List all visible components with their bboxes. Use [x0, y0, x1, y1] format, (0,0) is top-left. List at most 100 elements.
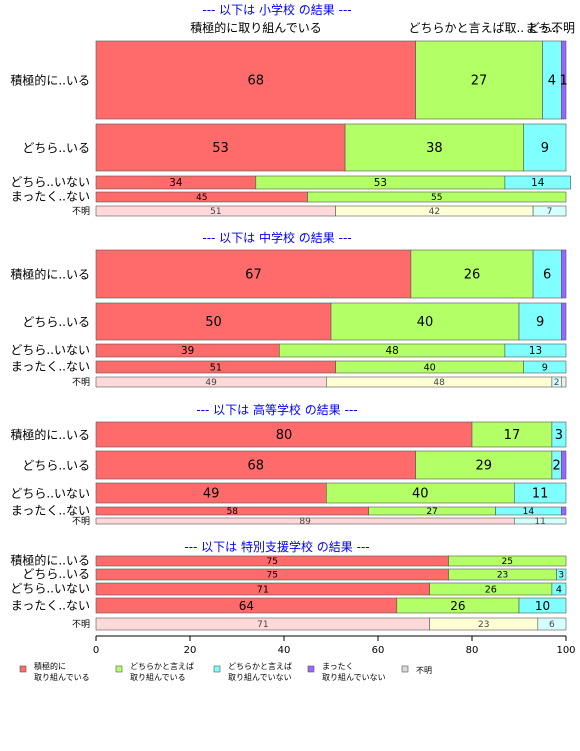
- legend-label: 取り組んでいない: [228, 672, 292, 682]
- bar-segment: [560, 249, 567, 299]
- data-label: 9: [536, 315, 544, 330]
- legend-label: 取り組んでいない: [322, 672, 386, 682]
- panel-title: --- 以下は 中学校 の結果 ---: [202, 230, 351, 245]
- top-column-label: 不明: [551, 21, 575, 35]
- row-label: 不明: [72, 619, 90, 630]
- legend-label: 取り組んでいる: [34, 672, 90, 682]
- x-tick-label: 0: [93, 645, 99, 656]
- data-label: 25: [502, 557, 513, 567]
- data-label: 39: [181, 345, 194, 357]
- data-label: 9: [541, 141, 549, 156]
- panel-title: --- 以下は 小学校 の結果 ---: [202, 2, 351, 17]
- data-label: 10: [535, 599, 550, 613]
- bar-segment: [330, 302, 520, 341]
- row-label: まったく..ない: [11, 504, 90, 518]
- bar-segment: [560, 376, 567, 388]
- bar-segment: [560, 506, 567, 516]
- row-label: どちら..いる: [22, 315, 90, 329]
- data-label: 38: [426, 141, 443, 156]
- row-label: 不明: [72, 377, 90, 388]
- data-label: 80: [276, 428, 293, 443]
- data-label: 45: [196, 193, 207, 203]
- row-label: 積極的に..いる: [10, 553, 90, 568]
- data-label: 6: [549, 620, 555, 630]
- row-label: 不明: [72, 516, 90, 527]
- bar-segment: [513, 517, 567, 525]
- x-tick-label: 20: [184, 645, 197, 656]
- legend-label: 不明: [416, 666, 432, 675]
- data-label: 51: [210, 207, 221, 217]
- bar-segment: [504, 175, 571, 190]
- bar-segment: [518, 302, 562, 341]
- data-label: 26: [485, 584, 497, 595]
- bar-segment: [471, 421, 553, 448]
- row-label: どちら..いない: [10, 582, 90, 596]
- data-label: 26: [464, 268, 481, 283]
- data-label: 17: [504, 428, 521, 443]
- bar-segment: [560, 450, 567, 480]
- data-label: 67: [245, 268, 262, 283]
- data-label: 40: [412, 487, 429, 502]
- x-tick-label: 100: [556, 645, 575, 656]
- data-label: 26: [450, 599, 465, 613]
- data-label: 40: [417, 315, 434, 330]
- row-label: 積極的に..いる: [10, 427, 90, 442]
- panel-title: --- 以下は 特別支援学校 の結果 ---: [184, 539, 369, 554]
- data-label: 11: [532, 487, 549, 502]
- data-label: 71: [257, 620, 268, 630]
- data-label: 71: [257, 584, 269, 595]
- data-label: 75: [267, 571, 278, 581]
- bar-segment: [95, 450, 416, 480]
- bar-segment: [513, 482, 567, 504]
- data-label: 2: [554, 378, 560, 388]
- data-label: 58: [227, 507, 239, 517]
- bar-segment: [532, 205, 567, 217]
- data-label: 64: [239, 599, 254, 613]
- x-tick-label: 60: [372, 645, 385, 656]
- data-label: 89: [299, 517, 311, 527]
- row-label: まったく..ない: [11, 599, 90, 613]
- row-label: どちら..いる: [22, 141, 90, 155]
- data-label: 48: [433, 378, 445, 388]
- legend-swatch: [307, 665, 315, 673]
- legend-swatch: [115, 665, 123, 673]
- legend-label: どちらかと言えば: [228, 661, 292, 671]
- data-label: 27: [471, 74, 488, 89]
- x-tick-label: 40: [278, 645, 291, 656]
- row-label: 積極的に..いる: [10, 73, 90, 88]
- legend-label: 積極的に: [34, 661, 66, 671]
- row-label: どちら..いない: [10, 175, 90, 189]
- data-label: 3: [555, 428, 563, 443]
- data-label: 51: [210, 362, 222, 373]
- data-label: 49: [203, 487, 220, 502]
- legend-label: 取り組んでいる: [130, 672, 186, 682]
- data-label: 2: [552, 459, 560, 474]
- data-label: 29: [475, 459, 492, 474]
- bar-segment: [560, 40, 567, 120]
- data-label: 14: [531, 177, 545, 189]
- data-label: 4: [556, 584, 562, 595]
- bar-segment: [95, 123, 346, 172]
- data-label: 27: [426, 507, 437, 517]
- bar-segment: [448, 555, 567, 567]
- row-label: 積極的に..いる: [10, 267, 90, 282]
- bar-segment: [415, 450, 553, 480]
- x-tick-label: 80: [466, 645, 479, 656]
- bar-segment: [410, 249, 534, 299]
- data-label: 23: [478, 620, 489, 630]
- data-label: 11: [534, 517, 545, 527]
- panel-title: --- 以下は 高等学校 の結果 ---: [196, 402, 357, 417]
- bar-segment: [307, 191, 567, 203]
- data-label: 49: [205, 378, 217, 388]
- data-label: 50: [205, 315, 222, 330]
- data-label: 53: [212, 141, 229, 156]
- data-label: 9: [542, 362, 548, 373]
- row-label: どちら..いない: [10, 487, 90, 501]
- bar-segment: [95, 421, 473, 448]
- bar-segment: [560, 302, 567, 341]
- top-column-label: どちらかと言えば取.. どち..: [408, 21, 559, 35]
- data-label: 13: [529, 345, 542, 357]
- data-label: 1: [560, 74, 568, 89]
